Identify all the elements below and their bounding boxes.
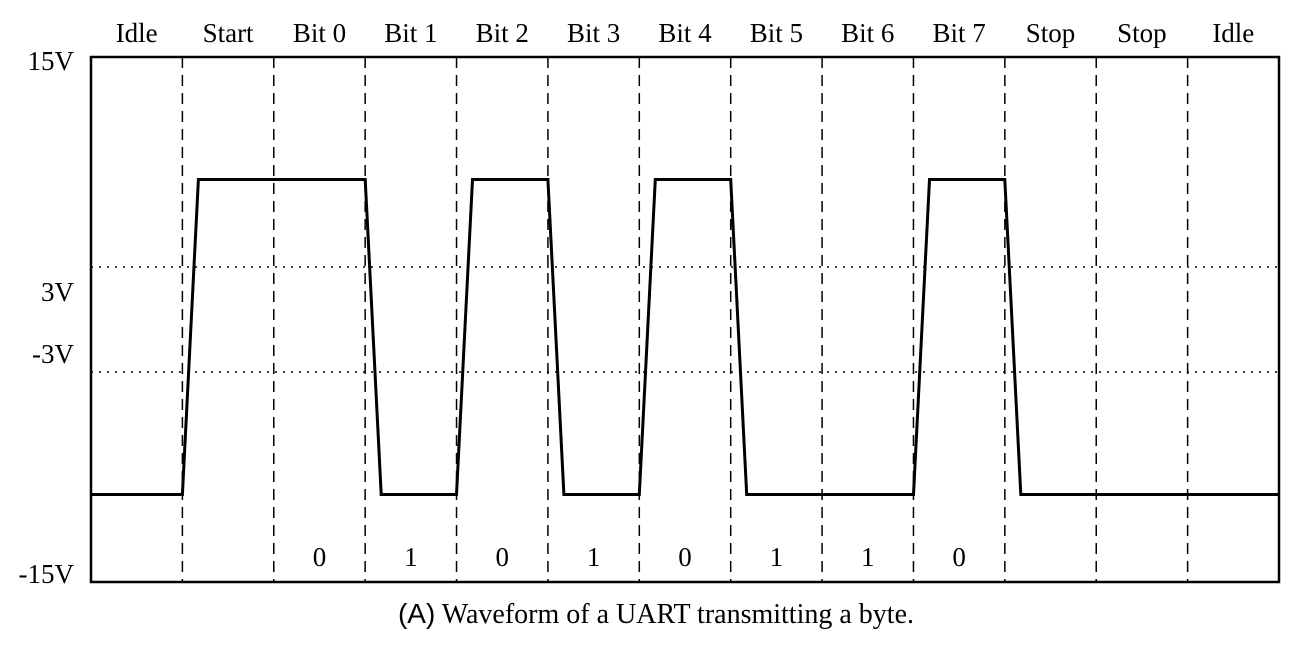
figure-caption: (A) Waveform of a UART transmitting a by… — [0, 598, 1312, 631]
frame-layer — [89, 55, 1281, 584]
signal-layer — [91, 178, 1279, 496]
waveform-diagram: Idle Start Bit 0 Bit 1 Bit 2 Bit 3 Bit 4 Bit 5 B… — [19, 18, 1281, 589]
slot-label: Bit 0 — [293, 18, 346, 48]
slot-label: Start — [203, 18, 254, 48]
bit-value: 0 — [678, 542, 692, 572]
slot-label: Idle — [116, 18, 158, 48]
bit-value: 0 — [952, 542, 966, 572]
slot-label: Idle — [1212, 18, 1254, 48]
voltage-label-bottom: -15V — [19, 559, 75, 589]
bit-values: 0 1 0 1 0 1 1 0 — [313, 542, 966, 572]
slot-labels: Idle Start Bit 0 Bit 1 Bit 2 Bit 3 Bit 4 Bit 5 B… — [116, 18, 1255, 48]
bit-value: 1 — [587, 542, 601, 572]
slot-label: Stop — [1026, 18, 1076, 48]
bit-value: 1 — [404, 542, 418, 572]
slot-label: Bit 2 — [476, 18, 529, 48]
plot-frame — [89, 55, 1281, 584]
signal-waveform — [91, 178, 1279, 496]
caption-tag: (A) — [397, 598, 436, 629]
slot-label: Bit 6 — [841, 18, 894, 48]
slot-label: Bit 4 — [658, 18, 712, 48]
bit-value: 1 — [770, 542, 784, 572]
voltage-label-top: 15V — [28, 46, 75, 76]
voltage-labels: 15V 3V -3V -15V — [19, 46, 75, 589]
slot-label: Bit 5 — [750, 18, 803, 48]
bit-value: 0 — [313, 542, 327, 572]
slot-label: Bit 7 — [933, 18, 986, 48]
slot-label: Bit 1 — [384, 18, 437, 48]
slot-label: Bit 3 — [567, 18, 620, 48]
slot-label: Stop — [1117, 18, 1167, 48]
caption-text: Waveform of a UART transmitting a byte. — [435, 599, 915, 630]
bit-value: 0 — [495, 542, 509, 572]
grid-layer — [91, 57, 1279, 582]
voltage-label-threshold-high: 3V — [41, 277, 75, 307]
voltage-label-threshold-low: -3V — [32, 339, 74, 369]
bit-value: 1 — [861, 542, 875, 572]
